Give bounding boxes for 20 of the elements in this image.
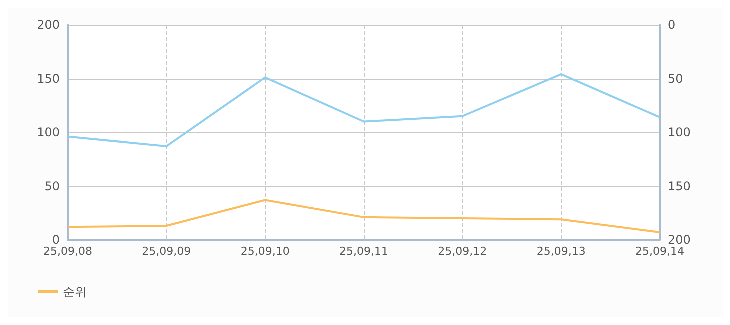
y-tick-label: 100 <box>37 126 60 140</box>
y-tick-label: 50 <box>44 179 60 194</box>
y2-tick-label: 100 <box>668 126 691 140</box>
x-tick-label: 25,09,11 <box>340 245 388 258</box>
x-tick-label: 25,09,14 <box>636 245 684 258</box>
line-series <box>67 73 661 148</box>
y2-tick-label: 0 <box>668 18 676 32</box>
y-tick-label: 200 <box>37 18 60 32</box>
y2-tick-label: 200 <box>668 233 691 247</box>
y-tick-label: 150 <box>37 72 60 86</box>
x-tick-label: 25,09,12 <box>438 245 488 258</box>
y2-tick-label: 150 <box>668 179 691 194</box>
y-tick-label: 0 <box>52 233 60 247</box>
line-series <box>67 199 661 234</box>
x-tick-label: 25,09,10 <box>240 245 290 258</box>
legend-label: 순위 <box>63 285 87 299</box>
x-tick-label: 25,09,13 <box>536 245 586 258</box>
x-tick-label: 25,09,09 <box>142 245 192 258</box>
y2-tick-label: 50 <box>668 72 684 86</box>
x-tick-label: 25,09,08 <box>44 245 92 258</box>
